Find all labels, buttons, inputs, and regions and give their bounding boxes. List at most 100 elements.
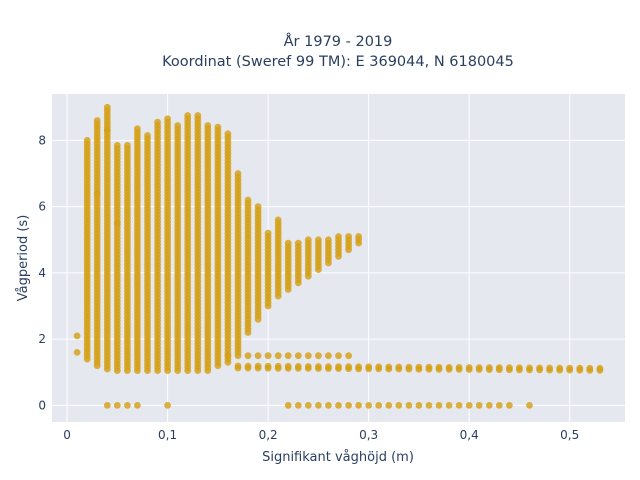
data-point bbox=[325, 352, 332, 360]
data-point bbox=[365, 363, 373, 371]
data-point bbox=[506, 402, 513, 409]
data-point bbox=[113, 142, 121, 149]
data-point bbox=[536, 364, 543, 372]
data-point bbox=[164, 115, 172, 123]
data-point bbox=[234, 170, 242, 177]
data-point bbox=[475, 364, 483, 371]
data-point bbox=[506, 364, 513, 372]
data-point bbox=[234, 352, 242, 360]
y-tick-label: 0 bbox=[38, 398, 46, 412]
y-tick-label: 2 bbox=[38, 332, 46, 346]
data-point bbox=[335, 352, 342, 360]
data-point bbox=[445, 364, 453, 371]
x-tick-label: 0 bbox=[63, 428, 71, 442]
data-point bbox=[335, 402, 342, 409]
data-point bbox=[455, 364, 463, 371]
data-point bbox=[495, 402, 503, 409]
data-point bbox=[154, 118, 162, 126]
data-markers bbox=[73, 103, 604, 409]
x-tick-label: 0,4 bbox=[460, 428, 479, 442]
data-point bbox=[405, 402, 413, 409]
data-point bbox=[435, 363, 443, 371]
x-tick-label: 0,3 bbox=[359, 428, 378, 442]
data-point bbox=[445, 402, 453, 409]
data-point bbox=[73, 349, 81, 356]
data-point bbox=[485, 364, 493, 371]
data-point bbox=[395, 402, 403, 409]
data-point bbox=[214, 123, 222, 131]
data-point bbox=[335, 233, 342, 240]
data-point bbox=[164, 402, 172, 409]
data-point bbox=[124, 402, 131, 409]
data-point bbox=[93, 117, 101, 124]
data-point bbox=[103, 126, 111, 134]
data-point bbox=[586, 364, 594, 372]
data-point bbox=[134, 125, 141, 133]
data-point bbox=[274, 352, 282, 360]
data-point bbox=[345, 363, 352, 371]
data-point bbox=[315, 402, 322, 409]
data-point bbox=[144, 132, 151, 139]
data-point bbox=[264, 229, 272, 237]
data-point bbox=[375, 363, 383, 371]
data-point bbox=[194, 112, 202, 119]
data-point bbox=[425, 363, 433, 371]
data-point bbox=[325, 236, 332, 244]
data-point bbox=[174, 122, 182, 129]
data-point bbox=[73, 332, 81, 340]
data-point bbox=[475, 402, 483, 409]
data-point bbox=[355, 233, 362, 240]
data-point bbox=[526, 402, 533, 409]
data-point bbox=[415, 402, 423, 409]
y-tick-label: 4 bbox=[38, 266, 46, 280]
data-point bbox=[375, 402, 383, 409]
data-point bbox=[113, 219, 121, 227]
data-point bbox=[234, 362, 242, 370]
data-point bbox=[134, 402, 141, 409]
data-point bbox=[304, 236, 312, 244]
data-point bbox=[385, 363, 393, 371]
data-point bbox=[284, 352, 292, 360]
data-point bbox=[264, 352, 272, 360]
data-point bbox=[204, 122, 212, 129]
data-point bbox=[395, 363, 403, 371]
data-point bbox=[566, 364, 574, 372]
data-point bbox=[284, 239, 292, 247]
data-point bbox=[254, 352, 262, 360]
data-point bbox=[455, 402, 463, 409]
data-point bbox=[345, 352, 352, 360]
data-point bbox=[435, 402, 443, 409]
y-tick-label: 8 bbox=[38, 133, 46, 147]
data-point bbox=[526, 364, 533, 372]
data-point bbox=[103, 402, 111, 409]
data-point bbox=[244, 352, 252, 360]
data-point bbox=[365, 402, 373, 409]
chart-title-line-2: Koordinat (Sweref 99 TM): E 369044, N 61… bbox=[162, 54, 514, 70]
chart-title-line-1: År 1979 - 2019 bbox=[284, 33, 393, 50]
data-point bbox=[83, 137, 91, 144]
data-point bbox=[304, 402, 312, 409]
data-point bbox=[254, 203, 262, 211]
x-tick-label: 0,2 bbox=[259, 428, 278, 442]
data-point bbox=[315, 363, 322, 370]
data-point bbox=[224, 130, 232, 138]
data-point bbox=[103, 103, 111, 111]
data-point bbox=[385, 402, 393, 409]
data-point bbox=[355, 363, 362, 371]
data-point bbox=[325, 363, 332, 370]
data-point bbox=[325, 402, 332, 409]
data-point bbox=[244, 362, 252, 370]
data-point bbox=[335, 363, 342, 371]
data-point bbox=[405, 363, 413, 371]
tick-labels: 0 0,1 0,2 0,3 0,4 0,5 0 2 4 6 8 bbox=[38, 133, 579, 442]
data-point bbox=[124, 142, 131, 149]
data-point bbox=[184, 112, 192, 119]
y-tick-label: 6 bbox=[38, 200, 46, 214]
data-point bbox=[425, 402, 433, 409]
data-point bbox=[284, 362, 292, 370]
data-point bbox=[274, 216, 282, 224]
data-point bbox=[315, 236, 322, 244]
data-point bbox=[304, 363, 312, 370]
